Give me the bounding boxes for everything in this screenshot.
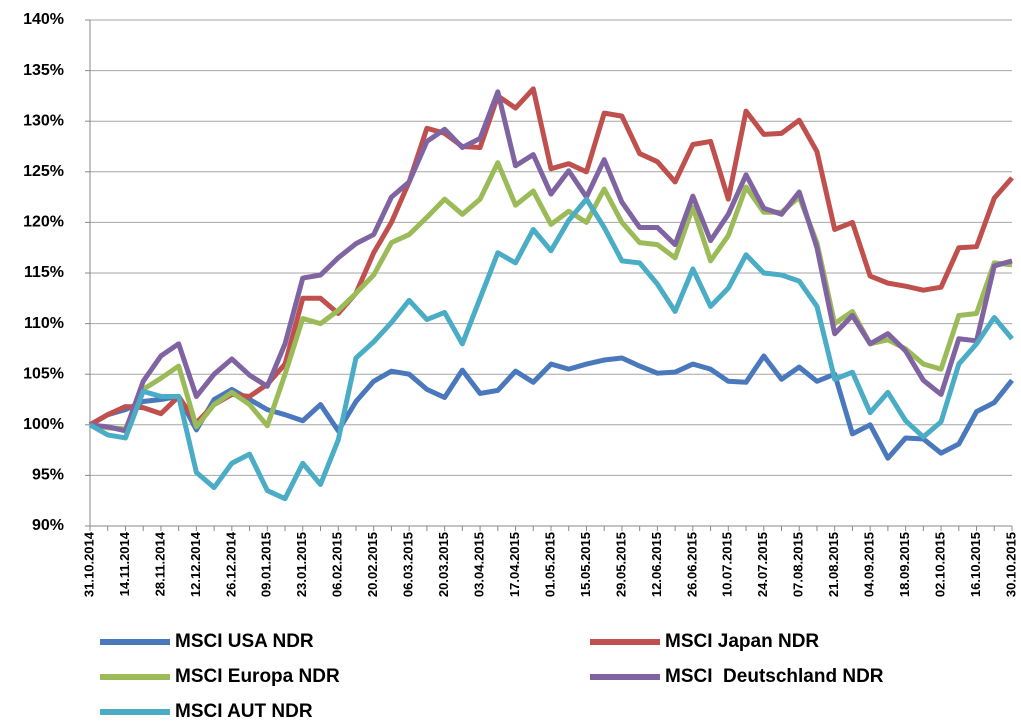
y-tick-label: 135% [23, 62, 64, 79]
x-tick-label: 06.02.2015 [330, 532, 345, 597]
y-tick-label: 100% [23, 416, 64, 433]
x-tick-label: 26.12.2014 [223, 531, 238, 597]
y-tick-label: 120% [23, 214, 64, 231]
x-tick-label: 10.07.2015 [720, 532, 735, 597]
x-tick-label: 17.04.2015 [507, 532, 522, 597]
x-tick-label: 16.10.2015 [968, 532, 983, 597]
series-line [88, 86, 1014, 427]
legend-label: MSCI Europa NDR [175, 666, 340, 687]
x-tick-label: 04.09.2015 [862, 532, 877, 597]
x-tick-label: 01.05.2015 [542, 532, 557, 597]
y-tick-label: 110% [24, 315, 64, 332]
y-tick-label: 95% [32, 467, 64, 484]
x-tick-label: 02.10.2015 [933, 532, 948, 597]
y-tick-label: 90% [32, 517, 64, 534]
x-tick-label: 20.02.2015 [365, 532, 380, 597]
y-tick-label: 140% [23, 11, 64, 28]
x-tick-label: 20.03.2015 [436, 532, 451, 597]
legend-label: MSCI AUT NDR [175, 701, 313, 722]
y-tick-label: 115% [24, 264, 64, 281]
x-tick-label: 06.03.2015 [401, 532, 416, 597]
x-tick-label: 03.04.2015 [472, 532, 487, 597]
x-tick-label: 29.05.2015 [613, 532, 628, 597]
x-tick-label: 28.11.2014 [152, 531, 167, 596]
x-tick-label: 12.06.2015 [649, 532, 664, 597]
series-line [88, 196, 1014, 502]
legend-label: MSCI Japan NDR [665, 631, 819, 652]
x-tick-label: 30.10.2015 [1003, 532, 1018, 597]
y-tick-label: 105% [23, 365, 64, 382]
x-tick-label: 23.01.2015 [294, 532, 309, 597]
x-tick-label: 14.11.2014 [117, 531, 132, 596]
x-tick-label: 12.12.2014 [188, 531, 203, 597]
x-tick-label: 31.10.2014 [81, 531, 96, 597]
legend-label: MSCI USA NDR [175, 631, 314, 652]
x-tick-label: 21.08.2015 [826, 532, 841, 597]
x-tick-label: 15.05.2015 [578, 532, 593, 597]
x-tick-label: 26.06.2015 [684, 532, 699, 597]
x-tick-label: 09.01.2015 [259, 532, 274, 597]
x-tick-label: 18.09.2015 [897, 532, 912, 597]
series-line [89, 89, 1013, 434]
y-tick-label: 125% [23, 163, 64, 180]
legend-label: MSCI Deutschland NDR [665, 666, 884, 687]
x-tick-label: 24.07.2015 [755, 532, 770, 597]
y-tick-label: 130% [23, 112, 64, 129]
x-tick-label: 07.08.2015 [791, 532, 806, 597]
